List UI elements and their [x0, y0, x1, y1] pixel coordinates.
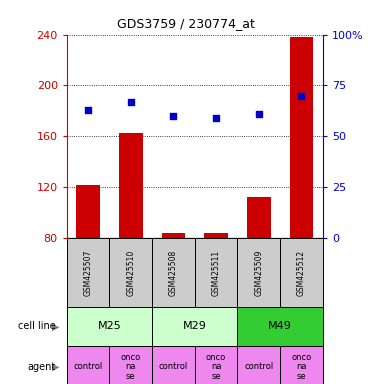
Text: GSM425511: GSM425511 [211, 250, 221, 296]
Bar [290, 37, 313, 238]
Point [213, 115, 219, 121]
Bar [76, 185, 100, 238]
Text: control: control [159, 362, 188, 371]
Text: control: control [73, 362, 103, 371]
Text: onco
na
se: onco na se [206, 353, 226, 381]
Text: GSM425510: GSM425510 [126, 250, 135, 296]
Text: M25: M25 [98, 321, 121, 331]
Text: GDS3759 / 230774_at: GDS3759 / 230774_at [116, 17, 255, 30]
Bar [204, 233, 228, 238]
Text: GSM425507: GSM425507 [83, 250, 93, 296]
Text: ▶: ▶ [52, 362, 59, 372]
Bar [162, 233, 185, 238]
Bar [119, 132, 142, 238]
Text: onco
na
se: onco na se [291, 353, 312, 381]
Point [298, 93, 304, 99]
Point [85, 107, 91, 113]
Text: M29: M29 [183, 321, 207, 331]
Text: GSM425509: GSM425509 [254, 250, 263, 296]
Text: ▶: ▶ [52, 321, 59, 331]
Bar [247, 197, 270, 238]
Point [256, 111, 262, 117]
Text: onco
na
se: onco na se [121, 353, 141, 381]
Text: GSM425512: GSM425512 [297, 250, 306, 296]
Point [171, 113, 177, 119]
Point [128, 99, 134, 105]
Text: control: control [244, 362, 273, 371]
Text: GSM425508: GSM425508 [169, 250, 178, 296]
Text: cell line: cell line [18, 321, 56, 331]
Text: M49: M49 [268, 321, 292, 331]
Text: agent: agent [27, 362, 56, 372]
